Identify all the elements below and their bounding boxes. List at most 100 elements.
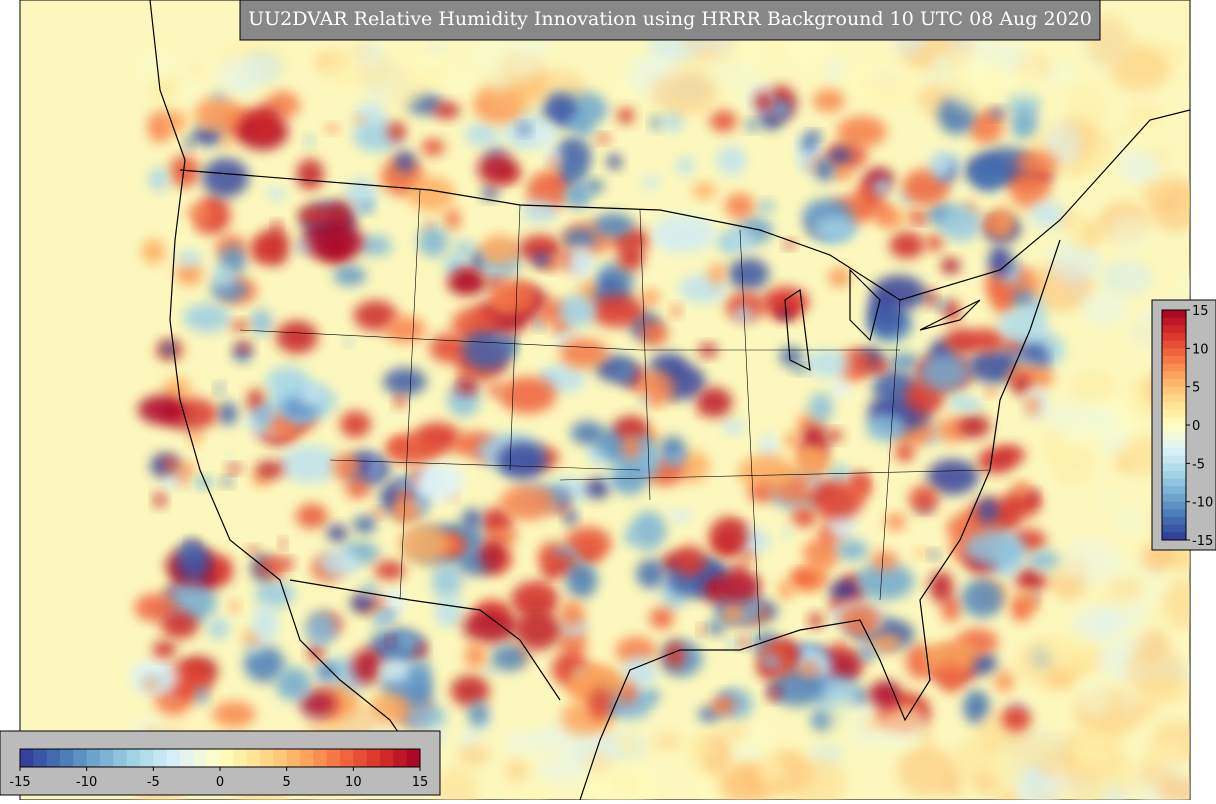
field-blob [829,580,857,600]
colorbar-band [1162,325,1186,334]
field-blob [869,632,902,653]
field-blob [1118,150,1162,185]
field-blob [500,484,556,521]
field-blob [162,456,178,473]
field-blob [318,548,360,578]
colorbar-band [246,749,261,767]
field-blob [532,252,550,268]
field-blob [1011,595,1031,623]
field-blob [742,745,763,764]
field-blob [889,352,920,371]
field-blob [295,503,329,529]
field-blob [353,300,398,331]
colorbar-band [1162,371,1186,380]
field-blob [447,271,488,296]
field-blob [906,210,925,222]
field-blob [590,294,645,328]
field-blob [1038,352,1049,366]
state-lines [239,189,991,641]
colorbar-band [1162,402,1186,411]
field-blob [316,664,338,678]
field-blob [410,659,432,686]
field-blob [231,320,249,332]
field-blob [1160,743,1182,756]
colorbar-band [1162,363,1186,372]
field-blob [253,403,273,427]
colorbar-band [406,749,421,767]
colorbar-band [1162,310,1186,319]
field-blob [924,289,937,306]
field-blob [212,701,256,728]
field-blob [692,182,717,199]
field-blob [480,540,505,572]
colorbar-band [1162,379,1186,388]
field-blob [250,308,273,337]
field-blob [640,289,661,305]
field-blob [994,670,1015,693]
field-blob [482,186,498,200]
field-blob [859,645,877,661]
field-blob [273,221,282,230]
field-blob [1028,490,1039,502]
coastline [579,239,1061,800]
field-blob [387,121,407,142]
field-blob [229,599,239,613]
field-blob [446,71,473,95]
field-blob [801,132,818,154]
field-blob [778,579,794,600]
field-blob [722,601,744,625]
field-blob [929,571,954,603]
field-blob [836,115,887,148]
field-blob [754,91,772,112]
field-blob [977,447,1016,474]
field-blob [371,508,387,518]
colorbar-band [260,749,274,767]
field-blob [564,508,577,527]
field-blob [985,387,996,397]
field-blob [480,234,520,266]
field-blob [1065,80,1105,127]
field-blob [408,176,456,213]
field-blob [1079,290,1128,327]
colorbar-band [126,749,141,767]
field-blob [202,158,249,198]
field-blob [941,594,961,623]
field-blob [915,70,931,90]
field-blob [266,412,298,440]
field-blob [1112,507,1145,533]
field-blob [687,737,718,758]
colorbar-band [166,749,181,767]
field-blob [304,135,314,147]
field-blob [333,265,367,286]
field-blob [872,177,891,196]
colorbar-band [46,749,61,767]
field-blob [871,275,926,312]
field-blob [990,107,1005,119]
colorbar-band [1162,448,1186,457]
field-blob [675,450,710,483]
field-blob [215,383,224,393]
field-blob [352,516,377,534]
field-blob [593,212,634,238]
field-blob [805,349,850,378]
field-blob [183,303,231,333]
field-blob [308,644,324,662]
field-blob [871,550,898,571]
field-blob [522,200,558,224]
field-blob [929,550,939,559]
field-blob [227,452,234,462]
field-blob [567,245,595,279]
field-blob [642,175,661,189]
colorbar-tick-label: 15 [412,775,429,790]
field-blob [849,474,873,500]
field-blob [514,610,561,651]
field-blob [324,49,359,90]
field-blob [358,235,392,257]
field-blob [195,686,209,705]
field-blob [1029,200,1065,229]
field-blob [1116,123,1135,137]
field-blob [534,318,544,330]
field-blob [255,461,284,479]
field-blob [569,117,581,127]
field-blob [924,641,976,678]
